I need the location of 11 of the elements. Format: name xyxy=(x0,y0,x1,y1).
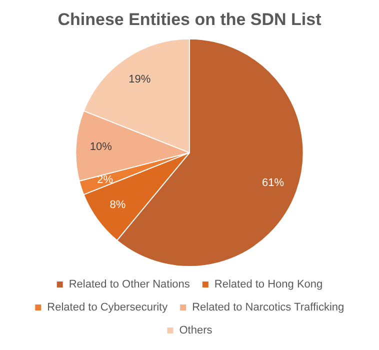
data-label: 8% xyxy=(110,198,126,211)
data-label: 2% xyxy=(97,174,114,186)
legend-label: Related to Hong Kong xyxy=(214,278,323,291)
legend-label: Related to Cybersecurity xyxy=(47,302,168,314)
legend-label: Related to Other Nations xyxy=(68,278,190,291)
legend-label: Others xyxy=(179,324,213,337)
legend-label: Related to Narcotics Trafficking xyxy=(192,302,344,314)
chart-title: Chinese Entities on the SDN List xyxy=(58,10,322,29)
data-label: 10% xyxy=(90,141,112,154)
data-label: 61% xyxy=(262,176,284,189)
data-label: 19% xyxy=(128,73,151,86)
